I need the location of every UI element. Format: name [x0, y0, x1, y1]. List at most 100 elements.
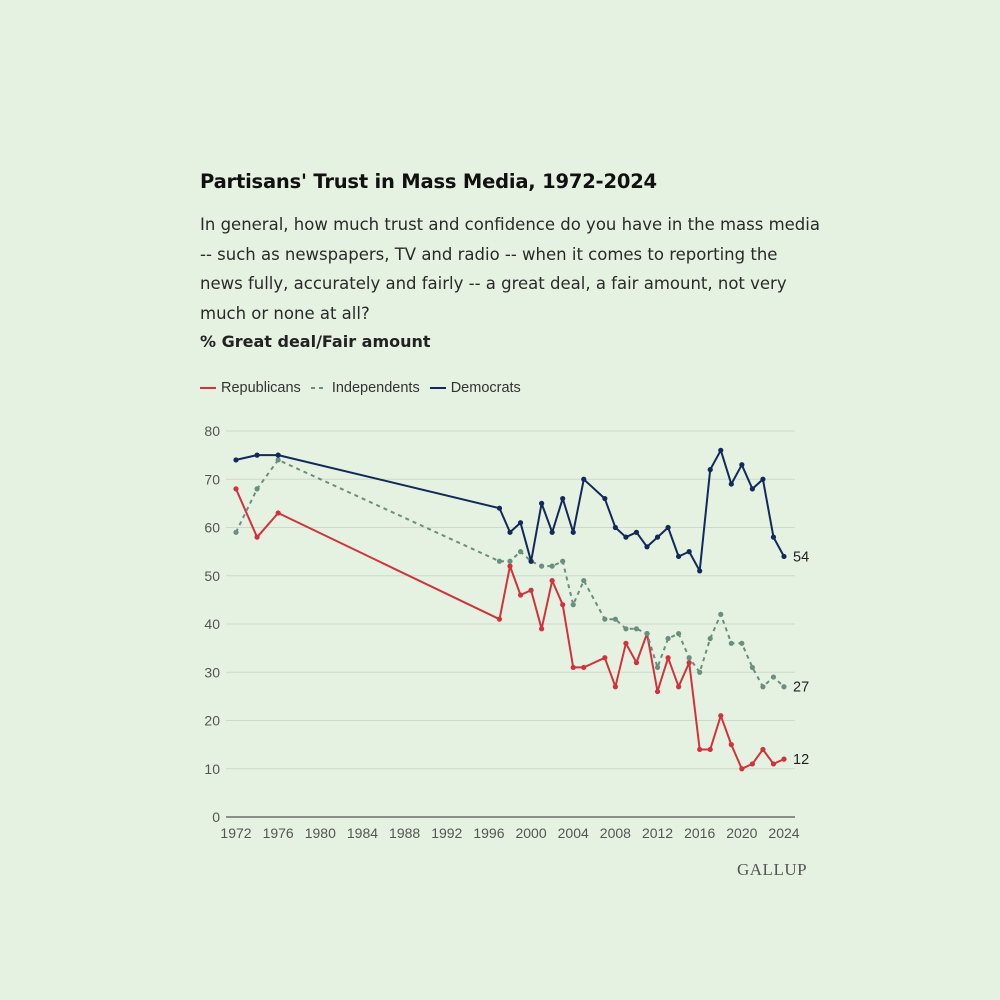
data-point-democrats: [697, 568, 703, 574]
x-tick-label: 1976: [263, 825, 294, 841]
x-tick-label: 1984: [347, 825, 378, 841]
data-point-democrats: [654, 534, 661, 540]
end-label-independents: 27: [793, 680, 809, 696]
data-point-republicans: [570, 664, 576, 671]
data-point-republicans: [549, 577, 555, 584]
data-point-independents: [739, 640, 745, 646]
data-point-democrats: [728, 481, 734, 487]
x-tick-label: 1988: [389, 825, 420, 841]
data-point-republicans: [496, 616, 503, 622]
data-point-republicans: [233, 486, 239, 492]
data-point-independents: [496, 558, 503, 564]
data-point-republicans: [612, 684, 618, 690]
end-label-democrats: 54: [793, 549, 809, 565]
data-point-independents: [644, 631, 650, 637]
data-point-independents: [654, 664, 661, 671]
data-point-republicans: [275, 510, 281, 516]
x-tick-label: 2008: [600, 825, 631, 841]
chart-legend: Republicans Independents Democrats: [200, 380, 531, 396]
x-tick-label: 2016: [684, 825, 715, 841]
x-tick-label: 2020: [726, 825, 757, 841]
data-point-independents: [718, 611, 724, 617]
series-line-democrats: [235, 449, 785, 572]
legend-item-independents: Independents: [310, 380, 420, 396]
data-point-republicans: [760, 746, 766, 753]
data-point-independents: [623, 626, 629, 632]
data-point-independents: [539, 563, 545, 569]
data-point-independents: [697, 669, 703, 675]
data-point-democrats: [644, 544, 650, 550]
data-point-democrats: [781, 553, 787, 560]
series-line-republicans: [235, 488, 785, 770]
data-point-independents: [633, 626, 640, 632]
y-tick-label: 40: [204, 616, 220, 632]
data-point-republicans: [781, 756, 787, 762]
data-point-independents: [581, 577, 587, 584]
data-point-independents: [560, 558, 566, 564]
x-tick-label: 1996: [473, 825, 504, 841]
data-point-independents: [728, 640, 734, 646]
data-point-democrats: [612, 524, 618, 531]
data-point-republicans: [517, 592, 524, 598]
data-point-democrats: [686, 549, 692, 555]
y-tick-label: 20: [204, 713, 220, 729]
data-point-democrats: [517, 520, 524, 526]
y-tick-label: 30: [204, 664, 220, 680]
data-point-republicans: [633, 660, 640, 666]
y-tick-label: 60: [204, 520, 220, 536]
legend-item-republicans: Republicans: [200, 380, 301, 396]
data-point-democrats: [254, 452, 260, 458]
data-point-republicans: [718, 713, 724, 719]
data-point-democrats: [665, 524, 671, 531]
data-point-republicans: [254, 534, 260, 540]
data-point-democrats: [739, 462, 745, 468]
x-tick-label: 2000: [515, 825, 546, 841]
x-tick-label: 2012: [642, 825, 673, 841]
data-point-republicans: [654, 688, 661, 695]
legend-label-independents: Independents: [331, 380, 420, 396]
data-point-democrats: [633, 529, 640, 535]
data-point-independents: [517, 549, 524, 555]
y-tick-label: 0: [212, 809, 220, 825]
x-tick-label: 1992: [431, 825, 462, 841]
data-point-democrats: [507, 529, 513, 535]
data-point-republicans: [686, 660, 692, 666]
x-tick-label: 2004: [558, 825, 589, 841]
data-point-independents: [749, 664, 755, 671]
data-point-independents: [665, 635, 671, 642]
data-point-democrats: [528, 558, 534, 564]
data-point-republicans: [581, 664, 587, 671]
survey-question: In general, how much trust and confidenc…: [200, 215, 820, 323]
legend-swatch-independents: [310, 387, 327, 389]
measure-label: % Great deal/Fair amount: [200, 332, 431, 351]
data-point-independents: [507, 558, 513, 564]
data-point-republicans: [528, 587, 534, 593]
data-point-republicans: [507, 563, 513, 569]
data-point-republicans: [676, 684, 682, 690]
y-tick-label: 70: [204, 471, 220, 487]
y-tick-label: 80: [204, 423, 220, 439]
data-point-independents: [549, 563, 555, 569]
data-point-democrats: [770, 534, 777, 540]
data-point-republicans: [697, 746, 703, 753]
data-point-independents: [275, 457, 281, 463]
data-point-independents: [570, 602, 576, 608]
data-point-independents: [233, 529, 239, 535]
data-point-independents: [254, 486, 260, 492]
data-point-republicans: [602, 655, 608, 661]
data-point-democrats: [549, 529, 555, 535]
data-point-democrats: [233, 457, 239, 463]
gallup-logo: GALLUP: [737, 860, 808, 879]
data-point-republicans: [770, 761, 777, 767]
data-point-democrats: [560, 495, 566, 502]
data-point-democrats: [749, 486, 755, 492]
data-point-independents: [686, 655, 692, 661]
data-point-independents: [612, 616, 618, 622]
data-point-democrats: [623, 534, 629, 540]
y-tick-label: 50: [204, 568, 220, 584]
data-point-democrats: [570, 529, 576, 535]
data-point-republicans: [665, 655, 671, 661]
data-point-democrats: [275, 452, 281, 458]
data-point-independents: [676, 631, 682, 637]
